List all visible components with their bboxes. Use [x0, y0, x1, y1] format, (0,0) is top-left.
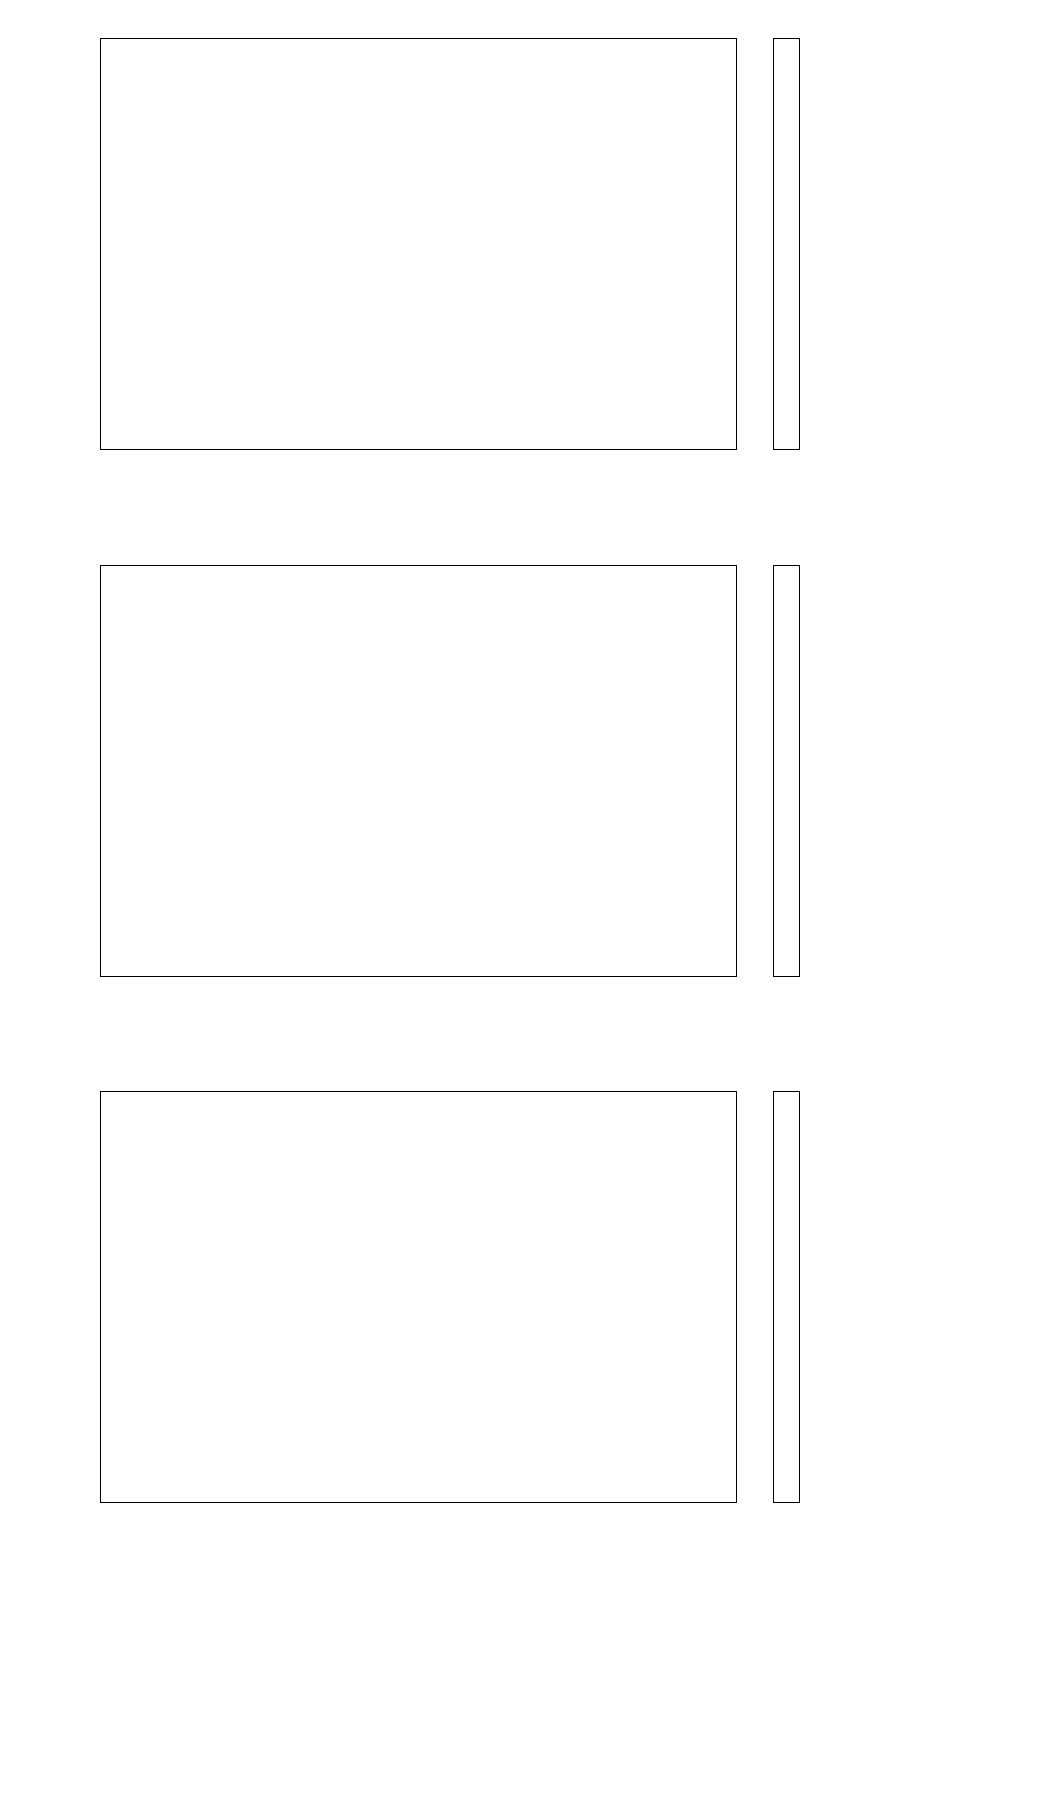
colorbar-hhe: [773, 38, 800, 450]
colorbar-hhz: [773, 1091, 800, 1503]
spectrogram-panel-hhn: [0, 527, 1052, 1054]
plot-area-hhz: [100, 1091, 737, 1503]
spectrogram-canvas-hhz: [100, 1091, 737, 1503]
colorbar-canvas: [773, 38, 800, 450]
colorbar-hhn: [773, 565, 800, 977]
colorbar-canvas: [773, 1091, 800, 1503]
spectrogram-panel-hhe: [0, 0, 1052, 527]
spectrogram-canvas-hhe: [100, 38, 737, 450]
plot-area-hhn: [100, 565, 737, 977]
colorbar-canvas: [773, 565, 800, 977]
plot-area-hhe: [100, 38, 737, 450]
spectrogram-canvas-hhn: [100, 565, 737, 977]
spectrogram-panel-hhz: [0, 1053, 1052, 1580]
